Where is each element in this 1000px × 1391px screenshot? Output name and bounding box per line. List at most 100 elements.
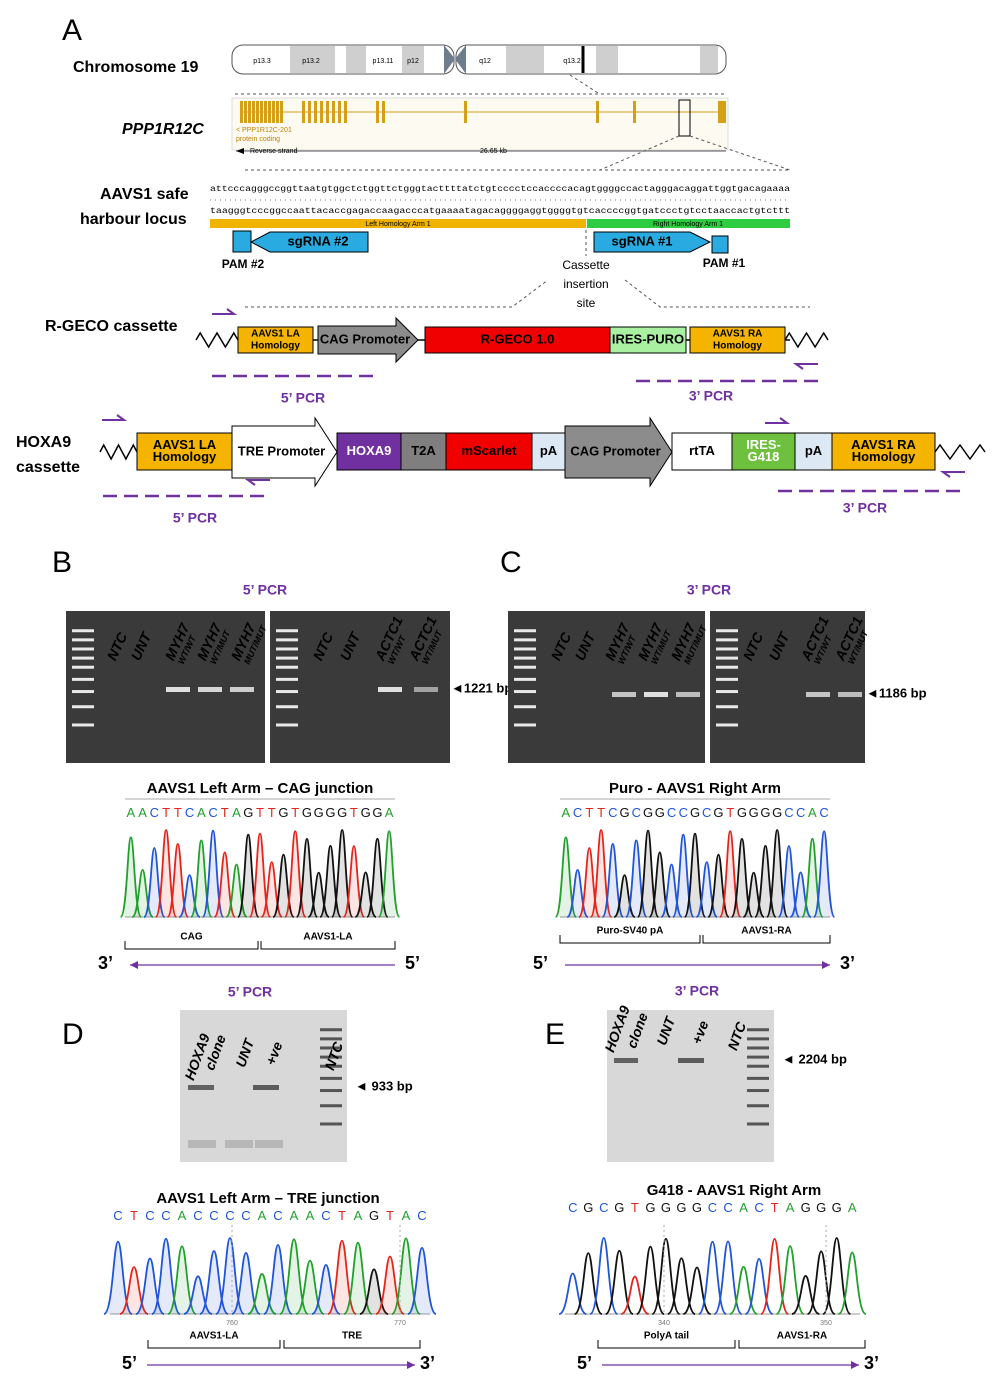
primer — [212, 308, 238, 315]
pam-label: PAM #1 — [703, 256, 746, 270]
pcr-label: 3’ PCR — [689, 388, 733, 404]
sgrna-label: sgRNA #2 — [288, 233, 349, 248]
ladder-band — [276, 629, 298, 633]
primer — [939, 471, 965, 478]
arrow-head — [407, 1361, 415, 1369]
exon — [326, 101, 329, 123]
exon — [280, 101, 283, 123]
panel-label: D — [62, 1018, 84, 1051]
strand-arrow — [236, 148, 244, 154]
exon — [596, 101, 599, 123]
ladder-band — [276, 705, 298, 709]
exon — [268, 101, 271, 123]
linker — [99, 443, 138, 461]
bracket — [260, 941, 396, 950]
ladder-band — [320, 1046, 342, 1050]
exon — [320, 101, 323, 123]
ladder-band — [514, 656, 536, 660]
gel — [607, 1010, 774, 1162]
gel-band — [806, 692, 830, 697]
cassette-element — [445, 432, 533, 471]
element-label: CAG Promoter — [570, 443, 660, 458]
ladder-band — [716, 705, 738, 709]
band-size: ◄ 933 bp — [355, 1078, 413, 1093]
trace-peak — [791, 1275, 820, 1315]
zoom-line — [599, 135, 791, 171]
trace-peak — [166, 843, 190, 918]
dna-sequence: taagggtcccggccaattacaccgagaccaagacccatga… — [210, 207, 790, 216]
ladder-band — [716, 665, 738, 669]
band-label: q13.2 — [563, 58, 581, 65]
promoter — [317, 316, 419, 364]
ladder-band — [514, 705, 536, 709]
centromere — [444, 45, 466, 74]
ladder-band — [320, 1089, 342, 1093]
ladder-band — [514, 677, 536, 681]
ladder-band — [747, 1122, 769, 1126]
element-label: IRES- — [746, 437, 781, 452]
gene-panel — [231, 97, 729, 151]
primer — [792, 363, 818, 370]
trace-peak — [167, 1245, 197, 1315]
trace-peak — [601, 843, 625, 918]
linker — [784, 331, 829, 349]
pcr-label: 5’ PCR — [243, 582, 287, 598]
ladder-band — [72, 723, 94, 727]
region-label: TRE — [342, 1331, 362, 1342]
trace-title: Puro - AAVS1 Right Arm — [609, 780, 781, 797]
trace-peak — [682, 1266, 712, 1315]
trace-peak — [837, 1251, 867, 1315]
element-label: rtTA — [689, 443, 715, 458]
element-label: TRE Promoter — [238, 443, 325, 458]
ladder-band — [320, 1028, 342, 1032]
position-label: 350 — [820, 1320, 832, 1327]
exon — [344, 101, 347, 123]
ladder-band — [716, 690, 738, 694]
element-label: R-GECO 1.0 — [481, 331, 555, 346]
region-label: AAVS1-LA — [303, 932, 352, 943]
lane-label: +ve — [262, 1039, 285, 1067]
region-label: Puro-SV40 pA — [597, 926, 664, 937]
ladder-band — [747, 1064, 769, 1068]
end-label: 5’ — [122, 1353, 137, 1373]
homology-arm — [210, 219, 586, 228]
bracket — [559, 935, 701, 944]
cassette-element — [794, 432, 833, 471]
insertion-label: Cassette — [562, 258, 610, 272]
exon — [264, 101, 267, 123]
element-label: HOXA9 — [347, 443, 392, 458]
ladder-band — [276, 665, 298, 669]
panel-label: E — [545, 1018, 565, 1051]
ladder-band — [716, 656, 738, 660]
ladder-band — [716, 647, 738, 651]
ladder-band — [514, 629, 536, 633]
arrow-head — [851, 1361, 859, 1369]
cassette-element — [689, 326, 786, 354]
bracket — [597, 1340, 736, 1349]
primer-dimer — [188, 1140, 216, 1148]
primer — [765, 417, 791, 424]
ladder-band — [716, 638, 738, 642]
trace-peak — [295, 837, 319, 918]
dna-sequence: attcccagggccggttaatgtggctctggttctgggtact… — [210, 185, 790, 194]
primer-dimer — [225, 1140, 253, 1148]
gel-band — [644, 692, 668, 697]
element-label: AAVS1 RA — [713, 329, 763, 340]
arrow-head — [130, 961, 138, 969]
trace-peak — [407, 1246, 437, 1315]
trace-title: AAVS1 Left Arm – TRE junction — [156, 1190, 379, 1207]
zoom-line — [569, 74, 599, 94]
trace-peak — [822, 1237, 852, 1315]
trace-peak — [620, 1275, 649, 1315]
ladder-band — [320, 1076, 342, 1080]
panel-label: A — [62, 14, 82, 47]
exon — [302, 101, 305, 123]
arrow-head — [822, 961, 830, 969]
end-label: 3’ — [98, 953, 113, 973]
exon — [272, 101, 275, 123]
region-label: AAVS1-RA — [777, 1331, 827, 1342]
end-label: 3’ — [420, 1353, 435, 1373]
insertion-label: insertion — [563, 277, 608, 291]
ladder-band — [747, 1046, 769, 1050]
